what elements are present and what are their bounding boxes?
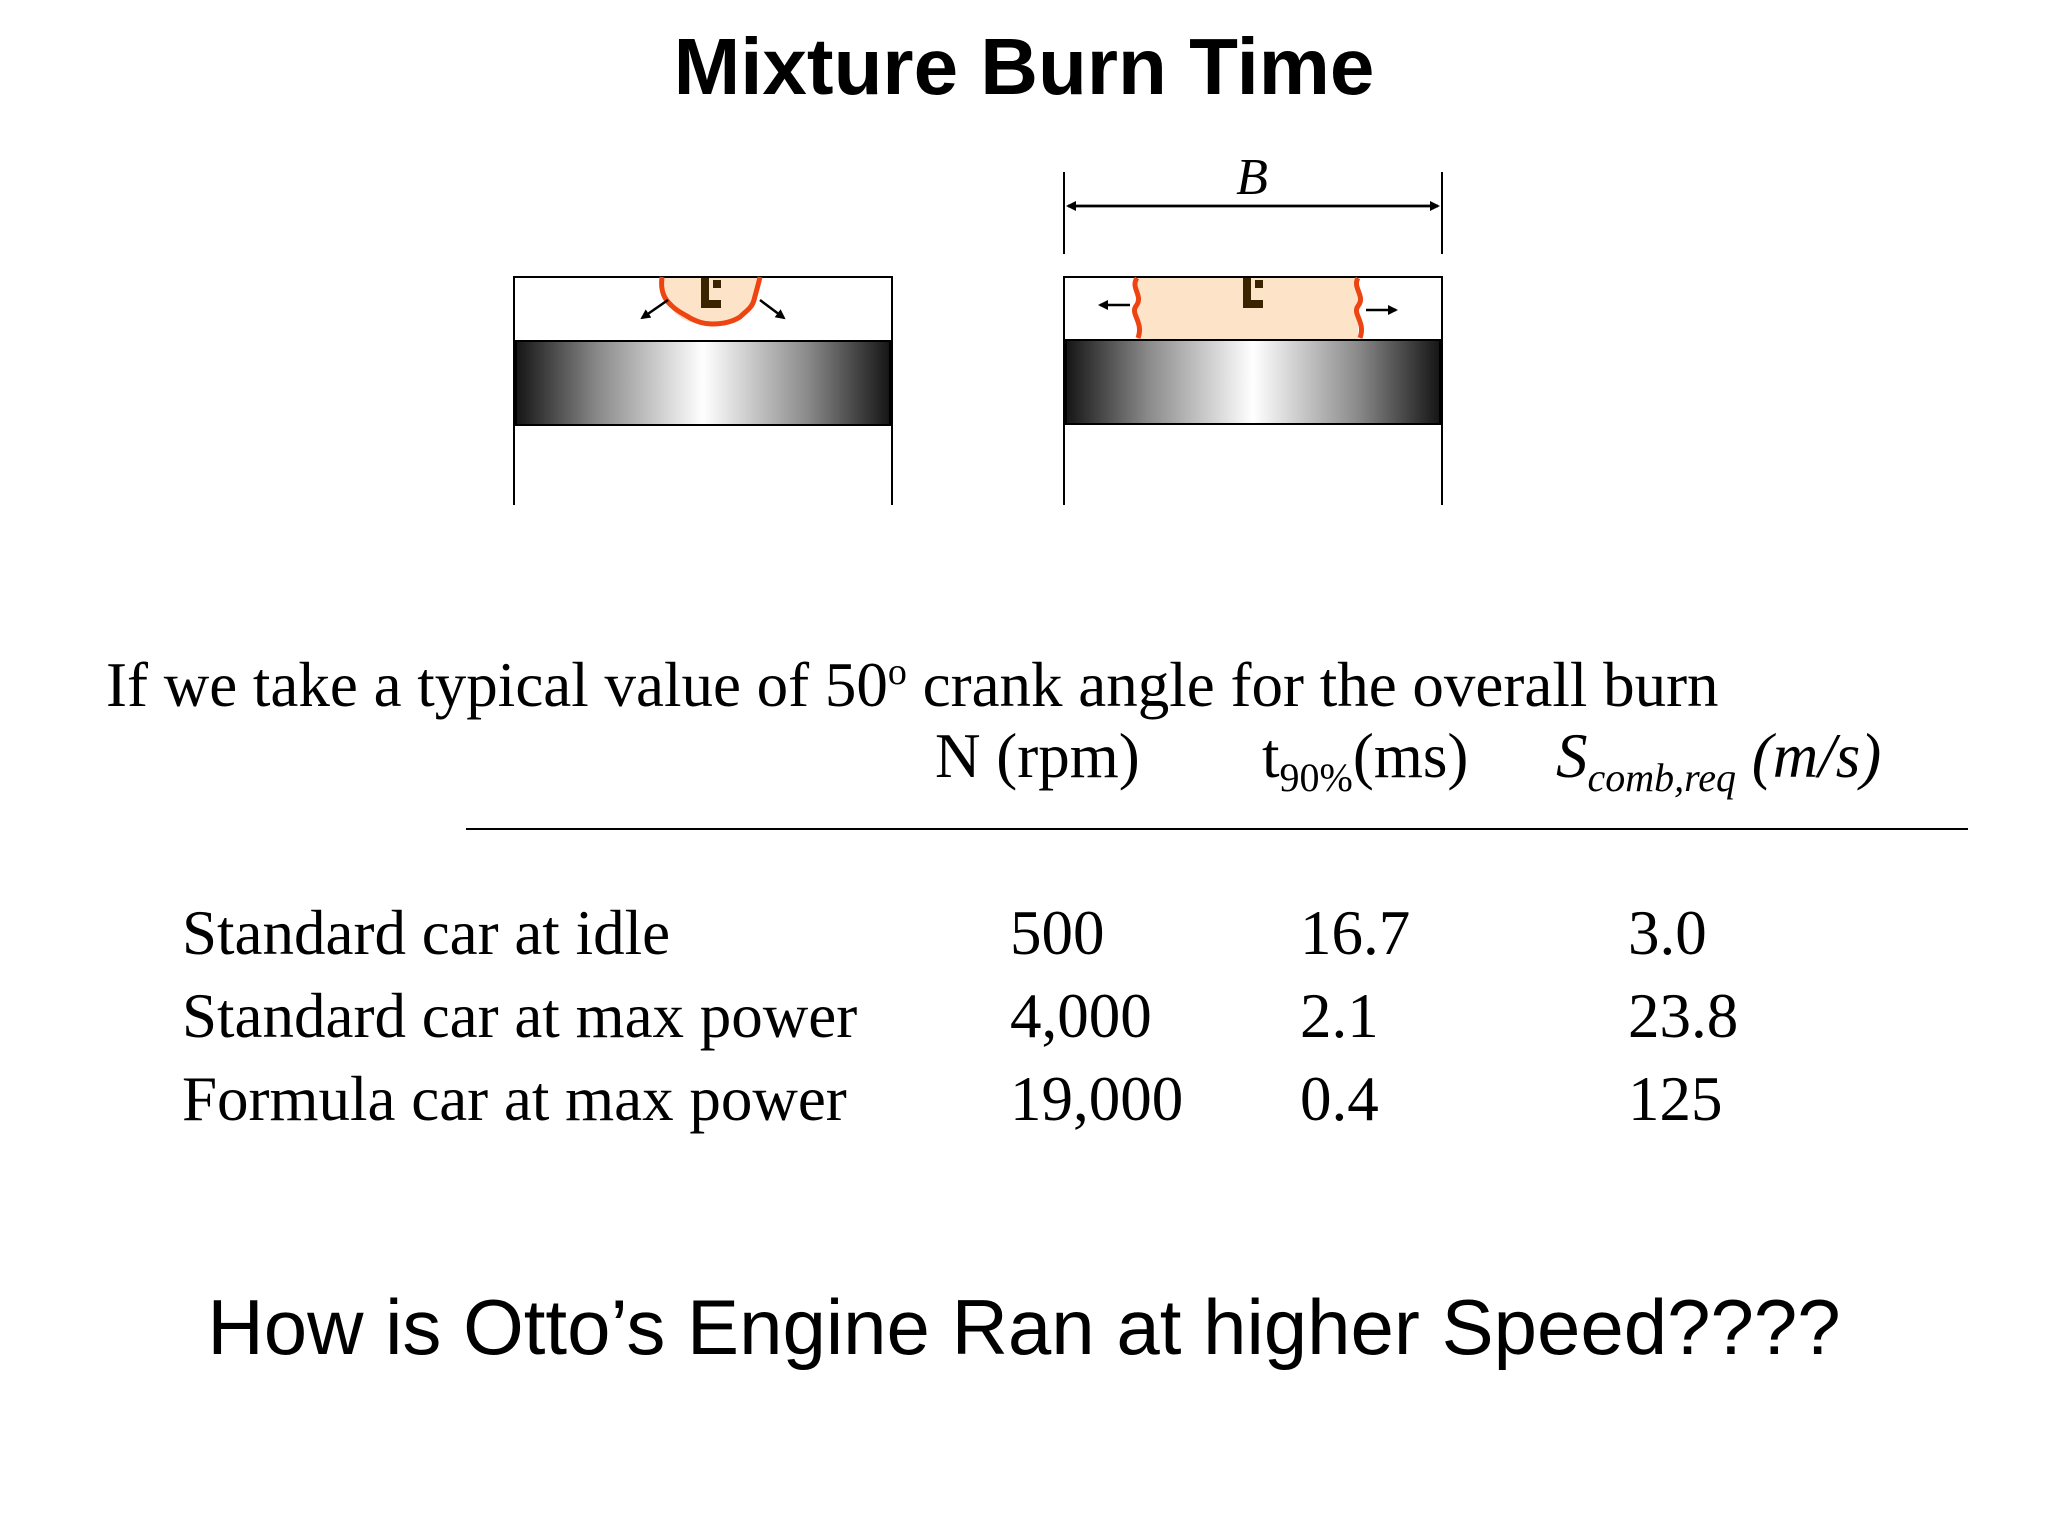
flame-front-left xyxy=(1132,276,1142,339)
table-header-rule xyxy=(466,828,1968,830)
closing-question: How is Otto’s Engine Ran at higher Speed… xyxy=(207,1283,1841,1371)
row-s: 23.8 xyxy=(1628,981,1739,1051)
row-label: Standard car at idle xyxy=(182,898,671,968)
cylinder-planar-flame: B xyxy=(1063,149,1443,505)
t90-subscript: 90% xyxy=(1279,755,1353,800)
s-unit: (m/s) xyxy=(1735,721,1882,791)
row-t90: 2.1 xyxy=(1300,981,1379,1051)
slide-title: Mixture Burn Time xyxy=(673,22,1375,111)
row-label: Formula car at max power xyxy=(182,1064,847,1134)
column-header-t90: t90%(ms) xyxy=(1262,720,1468,814)
spark-plug-icon xyxy=(1243,278,1263,308)
row-s: 3.0 xyxy=(1628,898,1707,968)
spark-plug-icon xyxy=(701,278,721,308)
bore-label: B xyxy=(1236,149,1268,206)
t90-base: t xyxy=(1262,721,1280,791)
intro-text-end: crank angle for the overall burn xyxy=(906,650,1719,720)
intro-text-start: If we take a typical value of 50 xyxy=(106,650,888,720)
row-n: 500 xyxy=(1010,898,1105,968)
row-n: 4,000 xyxy=(1010,981,1152,1051)
s-base: S xyxy=(1556,721,1588,791)
row-s: 125 xyxy=(1628,1064,1723,1134)
row-t90: 16.7 xyxy=(1300,898,1411,968)
piston xyxy=(515,340,891,426)
flame-front-right xyxy=(1354,276,1364,339)
s-subscript: comb,req xyxy=(1587,755,1736,800)
table-row: Formula car at max power 19,000 0.4 125 xyxy=(0,1063,2048,1143)
flame-arrow-left xyxy=(640,298,669,320)
row-t90: 0.4 xyxy=(1300,1064,1379,1134)
column-header-n: N (rpm) xyxy=(935,721,1140,791)
intro-sentence: If we take a typical value of 50o crank … xyxy=(106,636,1719,721)
degree-superscript: o xyxy=(887,651,907,693)
flame-arrow-right xyxy=(759,299,786,320)
table-row: Standard car at idle 500 16.7 3.0 xyxy=(0,897,2048,977)
row-label: Standard car at max power xyxy=(182,981,858,1051)
combustion-chamber-diagram: B xyxy=(513,149,1443,505)
row-n: 19,000 xyxy=(1010,1064,1184,1134)
cylinder-central-ignition xyxy=(513,276,893,505)
column-header-s: Scomb,req (m/s) xyxy=(1556,720,1881,814)
table-row: Standard car at max power 4,000 2.1 23.8 xyxy=(0,980,2048,1060)
t90-unit: (ms) xyxy=(1352,721,1469,791)
flame-front-edge xyxy=(659,276,763,327)
piston xyxy=(1065,339,1441,425)
